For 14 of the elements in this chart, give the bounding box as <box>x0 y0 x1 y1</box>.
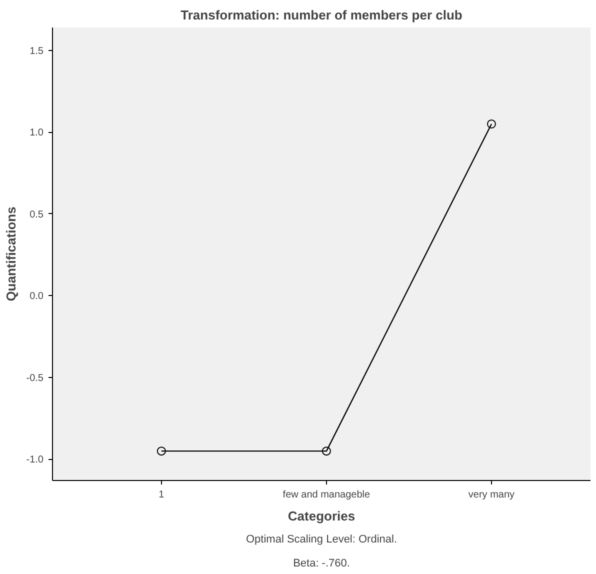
x-tick-label: very many <box>468 490 515 500</box>
y-tick-label: 0.5 <box>30 209 44 220</box>
y-tick-label: 1.5 <box>30 46 44 57</box>
y-tick-label: -1.0 <box>26 454 44 466</box>
y-tick-label: -0.5 <box>26 372 44 384</box>
y-tick-label: 0.0 <box>30 291 44 302</box>
chart-title: Transformation: number of members per club <box>180 8 462 22</box>
x-axis-title: Categories <box>288 508 356 524</box>
x-tick-label: few and manageble <box>282 490 371 500</box>
x-tick-label: 1 <box>158 490 165 500</box>
y-tick-label: 1.0 <box>30 128 44 139</box>
text: Optimal Scaling Level: Ordinal. <box>246 534 398 546</box>
y-axis-title: Quantifications <box>3 206 18 302</box>
text: Beta: -.760. <box>293 558 350 570</box>
